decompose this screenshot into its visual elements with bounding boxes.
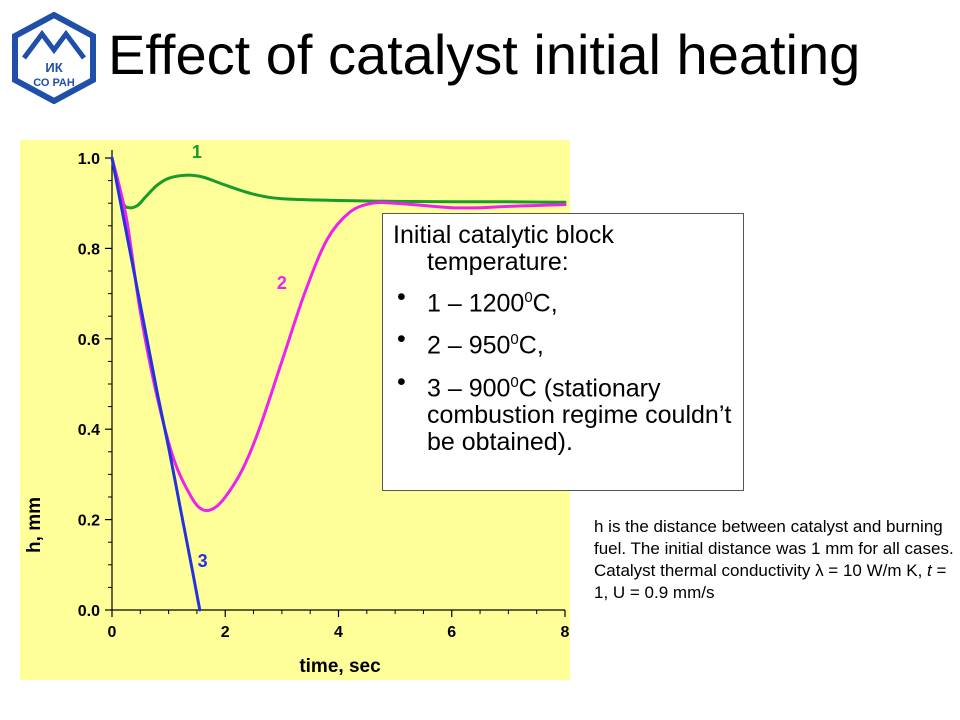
bullet-icon: • (397, 367, 406, 396)
legend-heading-line1: Initial catalytic block (393, 221, 614, 249)
curve-label-3: 3 (198, 551, 208, 571)
legend-item-sup: 0 (510, 373, 519, 391)
curve-label-1: 1 (192, 142, 202, 162)
legend-item-prefix: 2 – 950 (427, 331, 511, 360)
logo-chevron (22, 29, 86, 60)
y-tick-label: 0.4 (78, 422, 100, 439)
y-tick-label: 0.2 (78, 513, 100, 530)
x-tick-label: 6 (447, 624, 456, 641)
logo-hexagon (12, 12, 96, 104)
legend-heading: Initial catalytic block temperature: (393, 222, 733, 276)
legend-heading-line2: temperature: (427, 248, 569, 276)
x-axis-label: time, sec (299, 656, 381, 677)
x-tick-label: 0 (108, 624, 117, 641)
y-tick-label: 0.8 (78, 241, 100, 258)
legend-list: • 1 – 12000C, • 2 – 9500C, • 3 – 9000C (sta… (393, 284, 733, 456)
series-line-1 (110, 156, 567, 210)
chart-axes: 0 2 4 6 8 0.0 0.2 0.4 0.6 0.8 1.0 (78, 150, 570, 641)
legend-item: • 2 – 9500C, (393, 326, 733, 359)
y-tick-label: 0.0 (78, 603, 100, 620)
legend-item-prefix: 3 – 900 (427, 373, 511, 402)
legend-item-suffix: C, (518, 331, 544, 360)
legend-item-sup: 0 (524, 289, 533, 306)
y-axis-label: h, mm (24, 497, 45, 553)
note-line1: h is the distance between catalyst and b… (594, 517, 954, 558)
legend-item-suffix: C (stationary combustion regime couldn’t… (427, 373, 732, 456)
legend-item: • 3 – 9000C (stationary combustion regime… (393, 367, 733, 456)
logo-text-bottom: СО РАН (33, 77, 75, 89)
bullet-icon: • (397, 325, 406, 354)
caption-note: h is the distance between catalyst and b… (594, 516, 956, 604)
x-tick-label: 4 (334, 624, 343, 641)
slide-title: Effect of catalyst initial heating (108, 23, 861, 86)
chart-curve-labels: 1 2 3 (192, 142, 287, 571)
legend-item-sup: 0 (510, 331, 519, 349)
legend-item: • 1 – 12000C, (393, 284, 733, 317)
note-line2: Catalyst thermal conductivity λ = 10 W/m… (594, 560, 956, 604)
legend-item-suffix: C, (532, 289, 558, 318)
x-tick-label: 8 (561, 624, 570, 641)
y-tick-label: 0.6 (78, 332, 100, 349)
legend-item-prefix: 1 – 1200 (427, 289, 525, 318)
x-tick-label: 2 (221, 624, 230, 641)
chart-series (110, 156, 567, 612)
note-line2-after: = 1, U = 0.9 mm/s (594, 561, 947, 602)
y-tick-label: 1.0 (78, 151, 100, 168)
bullet-icon: • (397, 283, 406, 311)
series-line-3 (110, 156, 202, 612)
note-line2-var: t (927, 561, 932, 580)
institute-logo: ИК СО РАН (12, 12, 96, 104)
note-line2-before: Catalyst thermal conductivity λ = 10 W/m… (594, 561, 928, 580)
curve-label-2: 2 (277, 273, 287, 293)
legend-box: Initial catalytic block temperature: • 1 … (382, 213, 744, 491)
logo-text-top: ИК (45, 60, 62, 75)
